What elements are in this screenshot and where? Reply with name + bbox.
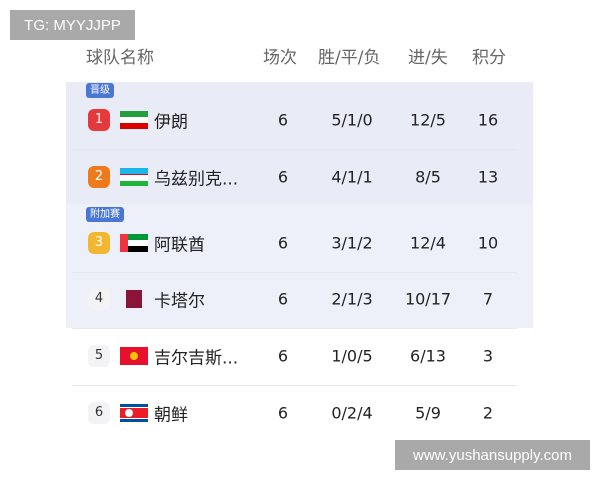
points: 10 bbox=[477, 233, 499, 253]
watermark-bottom: www.yushansupply.com bbox=[395, 440, 590, 470]
team-name: 朝鲜 bbox=[154, 405, 188, 426]
wdl: 1/0/5 bbox=[331, 346, 373, 366]
team-name: 阿联酋 bbox=[154, 235, 205, 256]
flag-uae-icon bbox=[120, 234, 148, 252]
rank-badge: 1 bbox=[88, 109, 110, 131]
row-divider bbox=[72, 385, 517, 386]
playoff-tag: 附加赛 bbox=[86, 207, 124, 222]
team-name: 乌兹别克... bbox=[154, 169, 239, 190]
table-row[interactable]: 5 吉尔吉斯... 6 1/0/5 6/13 3 bbox=[66, 328, 533, 384]
wdl: 4/1/1 bbox=[331, 167, 373, 187]
flag-qatar-icon bbox=[120, 290, 148, 308]
table-row[interactable]: 2 乌兹别克... 6 4/1/1 8/5 13 bbox=[66, 149, 533, 205]
wdl: 3/1/2 bbox=[331, 233, 373, 253]
played: 6 bbox=[277, 289, 289, 309]
goals: 12/4 bbox=[410, 233, 446, 253]
goals: 6/13 bbox=[410, 346, 446, 366]
team-name: 卡塔尔 bbox=[154, 291, 205, 312]
played: 6 bbox=[277, 346, 289, 366]
points: 7 bbox=[482, 289, 494, 309]
wdl: 2/1/3 bbox=[331, 289, 373, 309]
goals: 10/17 bbox=[404, 289, 452, 309]
table-row[interactable]: 1 伊朗 6 5/1/0 12/5 16 bbox=[66, 92, 533, 148]
wdl: 0/2/4 bbox=[331, 403, 373, 423]
goals: 5/9 bbox=[415, 403, 441, 423]
flag-iran-icon bbox=[120, 111, 148, 129]
points: 16 bbox=[477, 110, 499, 130]
header-goals: 进/失 bbox=[408, 48, 448, 68]
row-divider bbox=[72, 272, 517, 273]
points: 2 bbox=[482, 403, 494, 423]
watermark-top: TG: MYYJJPP bbox=[10, 10, 135, 40]
row-divider bbox=[72, 328, 517, 329]
header-points: 积分 bbox=[472, 48, 506, 68]
table-row[interactable]: 4 卡塔尔 6 2/1/3 10/17 7 bbox=[66, 271, 533, 327]
flag-kyrgyzstan-icon bbox=[120, 347, 148, 365]
played: 6 bbox=[277, 233, 289, 253]
points: 3 bbox=[482, 346, 494, 366]
team-name: 伊朗 bbox=[154, 112, 188, 133]
rank-badge: 3 bbox=[88, 232, 110, 254]
rank-badge: 6 bbox=[88, 402, 110, 424]
row-divider bbox=[72, 149, 517, 150]
wdl: 5/1/0 bbox=[331, 110, 373, 130]
played: 6 bbox=[277, 403, 289, 423]
header-played: 场次 bbox=[263, 48, 297, 68]
rank-badge: 5 bbox=[88, 345, 110, 367]
promoted-tag: 晋级 bbox=[86, 83, 114, 98]
goals: 12/5 bbox=[410, 110, 446, 130]
points: 13 bbox=[477, 167, 499, 187]
rank-badge: 4 bbox=[88, 288, 110, 310]
played: 6 bbox=[277, 110, 289, 130]
header-team: 球队名称 bbox=[86, 48, 154, 68]
goals: 8/5 bbox=[415, 167, 441, 187]
played: 6 bbox=[277, 167, 289, 187]
header-wdl: 胜/平/负 bbox=[318, 48, 381, 68]
table-row[interactable]: 3 阿联酋 6 3/1/2 12/4 10 bbox=[66, 215, 533, 271]
flag-north-korea-icon bbox=[120, 404, 148, 422]
team-name: 吉尔吉斯... bbox=[154, 348, 239, 369]
flag-uzbekistan-icon bbox=[120, 168, 148, 186]
rank-badge: 2 bbox=[88, 166, 110, 188]
table-row[interactable]: 6 朝鲜 6 0/2/4 5/9 2 bbox=[66, 385, 533, 441]
